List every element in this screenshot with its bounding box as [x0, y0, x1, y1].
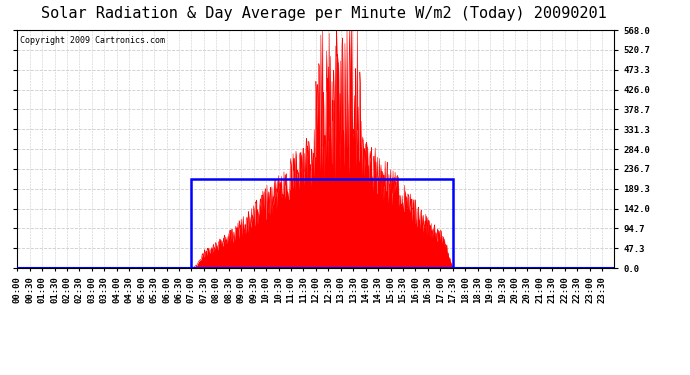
Text: Solar Radiation & Day Average per Minute W/m2 (Today) 20090201: Solar Radiation & Day Average per Minute…: [41, 6, 607, 21]
Text: Copyright 2009 Cartronics.com: Copyright 2009 Cartronics.com: [20, 36, 165, 45]
Bar: [191, 179, 453, 268]
